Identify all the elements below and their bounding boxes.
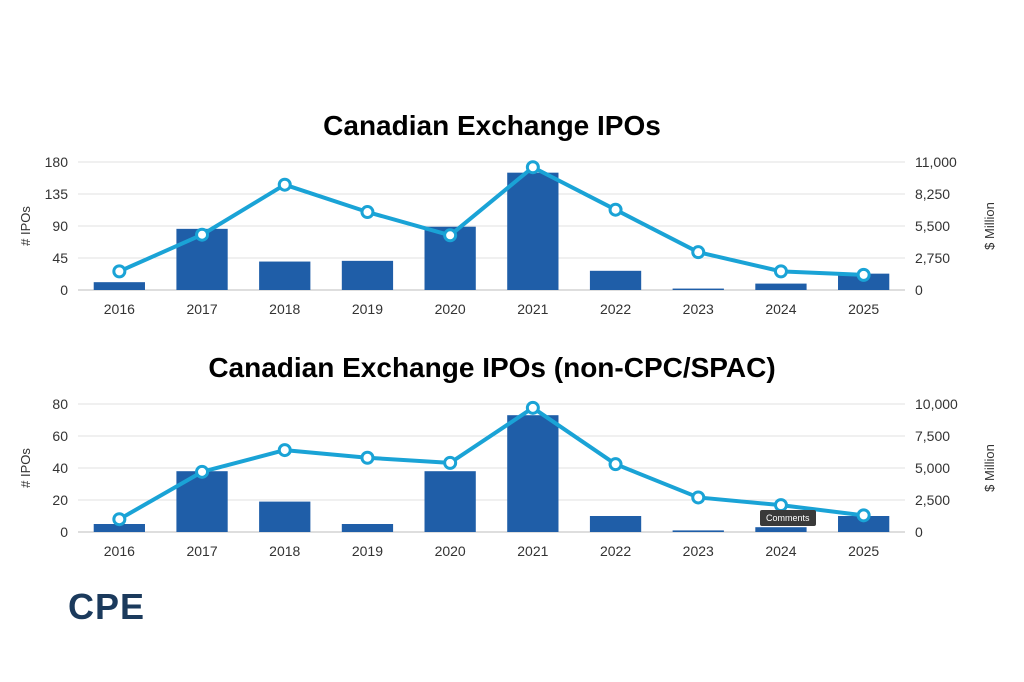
chart-1-bar bbox=[589, 270, 642, 290]
chart-2-line-point bbox=[691, 490, 706, 505]
comments-tooltip: Comments bbox=[760, 510, 816, 526]
chart-2-xtick: 2016 bbox=[104, 543, 135, 559]
chart-2-line-point bbox=[195, 464, 210, 479]
chart-2-xtick: 2019 bbox=[352, 543, 383, 559]
chart-2-ytick-right: 10,000 bbox=[915, 396, 958, 412]
chart-1-bar bbox=[755, 283, 807, 290]
chart-2-line-point bbox=[525, 400, 540, 415]
chart-2-bar bbox=[341, 524, 394, 532]
chart-1-line-point bbox=[525, 160, 540, 175]
chart-1-ytick-right: 0 bbox=[915, 282, 923, 298]
chart-2-line-point bbox=[856, 508, 871, 523]
chart-2-xtick: 2022 bbox=[600, 543, 631, 559]
chart-2-ytick-left: 0 bbox=[60, 524, 68, 540]
chart-1-ytick-left: 90 bbox=[52, 218, 68, 234]
chart-1-ylabel-right: $ Million bbox=[982, 202, 997, 250]
chart-1-series-line bbox=[118, 165, 864, 277]
chart-2-xtick: 2025 bbox=[848, 543, 879, 559]
chart-1-xtick: 2019 bbox=[352, 301, 383, 317]
chart-1-ytick-right: 8,250 bbox=[915, 186, 950, 202]
chart-1-ylabel-left: # IPOs bbox=[18, 206, 33, 246]
chart-2-ytick-right: 5,000 bbox=[915, 460, 950, 476]
chart-2-bar bbox=[838, 516, 890, 532]
chart-1-bar bbox=[507, 172, 559, 290]
chart-1-line-point bbox=[360, 205, 375, 220]
chart-2-bar bbox=[93, 524, 145, 532]
chart-2-bar bbox=[672, 530, 724, 532]
chart-2-line-point bbox=[112, 512, 127, 527]
chart-1-ytick-left: 135 bbox=[45, 186, 69, 202]
chart-2: 80 60 40 20 0 10,000 7,500 5,000 2,500 0 # IPOs $ M… bbox=[18, 396, 997, 559]
chart-1-xtick: 2025 bbox=[848, 301, 879, 317]
chart-2-series-line bbox=[118, 405, 864, 521]
chart-1-bar bbox=[93, 282, 145, 290]
chart-1-xtick: 2018 bbox=[269, 301, 300, 317]
chart-1-line-point bbox=[443, 228, 458, 243]
chart-1-xtick: 2017 bbox=[186, 301, 217, 317]
chart-2-ytick-left: 80 bbox=[52, 396, 68, 412]
chart-2-line-point bbox=[360, 450, 375, 465]
chart-2-ytick-right: 2,500 bbox=[915, 492, 950, 508]
chart-2-ylabel-left: # IPOs bbox=[18, 448, 33, 488]
chart-1-bar bbox=[259, 261, 311, 290]
chart-2-ytick-left: 60 bbox=[52, 428, 68, 444]
chart-2-ylabel-right: $ Million bbox=[982, 444, 997, 492]
chart-1-ytick-right: 11,000 bbox=[915, 154, 957, 170]
chart-1-bar bbox=[672, 288, 724, 290]
chart-1-xtick: 2024 bbox=[765, 301, 796, 317]
chart-1-xtick: 2016 bbox=[104, 301, 135, 317]
chart-2-bar bbox=[259, 501, 311, 532]
chart-2-xtick: 2024 bbox=[765, 543, 796, 559]
chart-1-ytick-right: 2,750 bbox=[915, 250, 950, 266]
chart-2-xtick: 2018 bbox=[269, 543, 300, 559]
chart-1: 180 135 90 45 0 11,000 8,250 5,500 2,750 0 # IPOs $… bbox=[18, 154, 997, 317]
chart-2-xtick: 2021 bbox=[517, 543, 548, 559]
chart-1-xtick: 2022 bbox=[600, 301, 631, 317]
chart-2-ytick-right: 0 bbox=[915, 524, 923, 540]
chart-1-line-point bbox=[112, 264, 127, 279]
chart-1-line-point bbox=[277, 177, 292, 192]
chart-2-xtick: 2017 bbox=[186, 543, 217, 559]
chart-1-ytick-left: 180 bbox=[45, 154, 69, 170]
chart-1-line-point bbox=[195, 227, 210, 242]
chart-1-xtick: 2023 bbox=[683, 301, 714, 317]
chart-2-bar bbox=[755, 527, 807, 532]
chart-2-ytick-left: 20 bbox=[52, 492, 68, 508]
chart-1-line-point bbox=[773, 264, 788, 279]
cpe-logo: CPE bbox=[68, 586, 146, 627]
chart-1-xtick: 2020 bbox=[435, 301, 466, 317]
chart-2-title: Canadian Exchange IPOs (non-CPC/SPAC) bbox=[208, 352, 776, 383]
chart-2-bar bbox=[424, 471, 476, 532]
chart-2-ytick-left: 40 bbox=[52, 460, 68, 476]
chart-2-ytick-right: 7,500 bbox=[915, 428, 950, 444]
chart-1-title: Canadian Exchange IPOs bbox=[323, 110, 661, 141]
chart-2-line-point bbox=[608, 457, 623, 472]
chart-1-ytick-right: 5,500 bbox=[915, 218, 950, 234]
chart-2-line-point bbox=[773, 498, 788, 513]
chart-1-line-point bbox=[608, 202, 623, 217]
chart-1-xtick: 2021 bbox=[517, 301, 548, 317]
chart-1-bar bbox=[341, 260, 394, 290]
chart-2-xtick: 2020 bbox=[435, 543, 466, 559]
chart-2-line-point bbox=[277, 443, 292, 458]
chart-1-ytick-left: 0 bbox=[60, 282, 68, 298]
chart-2-bar bbox=[507, 415, 559, 532]
chart-1-line-point bbox=[691, 245, 706, 260]
chart-2-xtick: 2023 bbox=[683, 543, 714, 559]
chart-2-line-point bbox=[443, 455, 458, 470]
chart-1-ytick-left: 45 bbox=[52, 250, 68, 266]
chart-1-line-point bbox=[856, 267, 871, 282]
chart-2-bar bbox=[589, 516, 642, 532]
